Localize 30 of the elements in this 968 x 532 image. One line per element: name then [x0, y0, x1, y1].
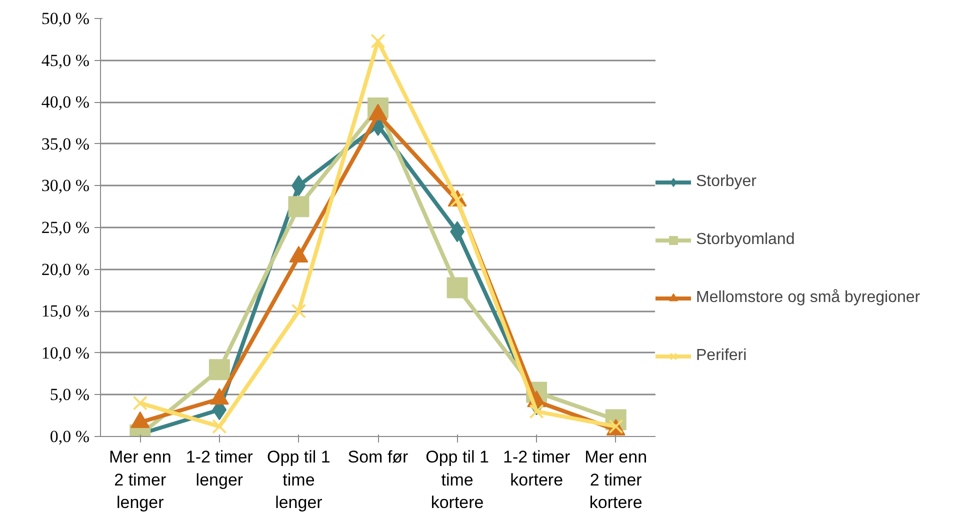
x-tick-label: Som før: [348, 448, 409, 466]
legend-label: Storbyomland: [696, 231, 795, 249]
point: [132, 396, 148, 410]
y-tick-label: 40,0 %: [41, 92, 90, 112]
point: [288, 196, 310, 218]
y-tick-label: 30,0 %: [41, 176, 90, 196]
legend-label: Mellomstore og små byregioner: [696, 289, 920, 307]
x-tick-label: 1-2 timer kortere: [503, 448, 570, 490]
y-tick-label: 50,0 %: [41, 9, 90, 28]
point: [446, 277, 468, 298]
x-tick-label: Mer enn 2 timer kortere: [584, 448, 648, 512]
y-tick-label: 35,0 %: [41, 134, 90, 154]
y-tick-label: 20,0 %: [41, 260, 90, 279]
y-tick-label: 15,0 %: [41, 302, 90, 321]
y-tick-label: 5,0 %: [50, 385, 90, 404]
x-tick-label: Opp til 1 time kortere: [426, 448, 489, 512]
y-tick-label: 0,0 %: [50, 427, 90, 446]
x-tick-label: 1-2 timer lenger: [186, 448, 254, 490]
point: [291, 304, 306, 318]
y-tick-label: 25,0 %: [41, 218, 90, 237]
x-tick-label: Mer enn 2 timer lenger: [108, 448, 172, 512]
point: [212, 419, 227, 434]
y-tick-label: 45,0 %: [41, 50, 90, 70]
legend-label: Periferi: [696, 347, 747, 365]
y-tick-label: 10,0 %: [41, 343, 90, 362]
x-tick-label: Opp til 1 time lenger: [267, 448, 330, 512]
legend-label: Storbyer: [696, 173, 756, 191]
point: [370, 34, 386, 48]
point: [529, 404, 544, 419]
point: [208, 359, 230, 380]
